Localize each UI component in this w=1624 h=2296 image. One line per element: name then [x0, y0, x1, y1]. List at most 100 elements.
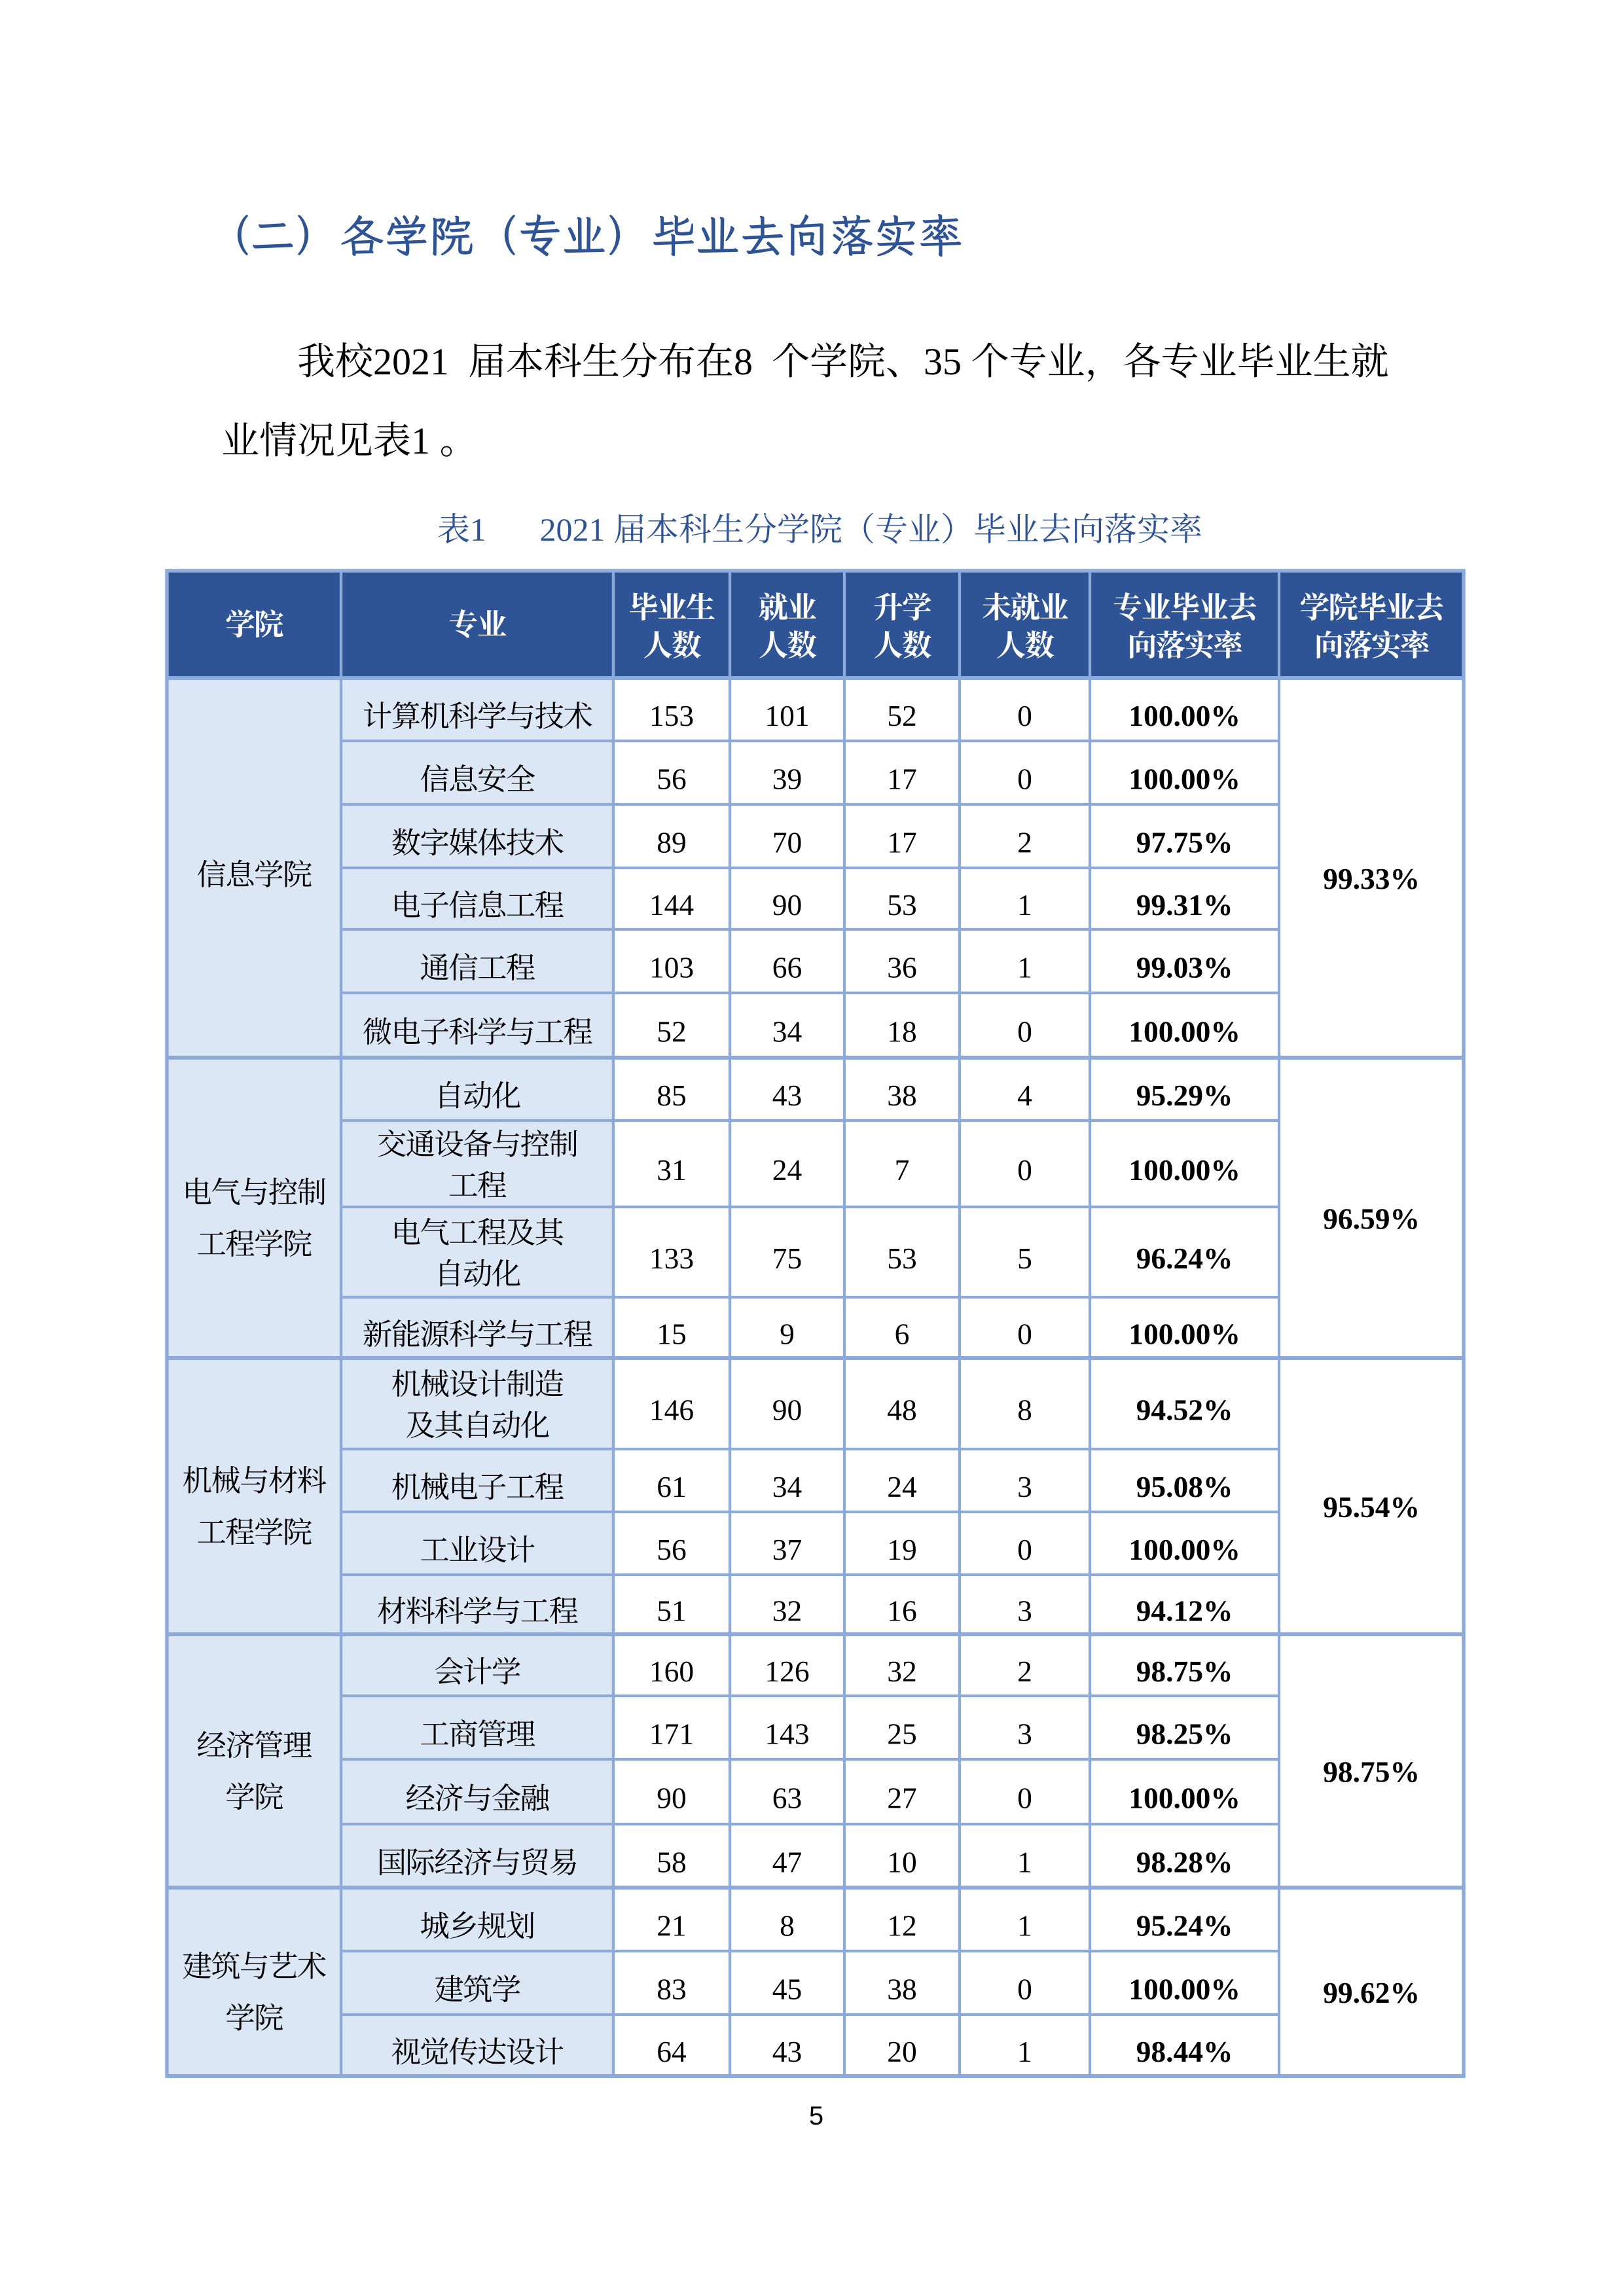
svg-text:8: 8 — [734, 340, 753, 383]
svg-text:36: 36 — [887, 951, 917, 984]
svg-text:1: 1 — [470, 511, 486, 548]
svg-text:1: 1 — [1017, 888, 1032, 922]
svg-text:70: 70 — [772, 826, 803, 859]
svg-text:8: 8 — [1017, 1393, 1032, 1427]
svg-text:53: 53 — [887, 888, 917, 922]
svg-text:61: 61 — [657, 1470, 687, 1503]
svg-text:52: 52 — [887, 699, 917, 732]
svg-text:9: 9 — [780, 1318, 795, 1351]
svg-text:5: 5 — [809, 2102, 823, 2130]
svg-text:32: 32 — [772, 1594, 803, 1628]
svg-text:35: 35 — [924, 340, 962, 383]
svg-text:98.75%: 98.75% — [1136, 1655, 1233, 1688]
svg-text:100.00%: 100.00% — [1128, 1015, 1240, 1049]
svg-text:17: 17 — [887, 762, 917, 796]
svg-text:3: 3 — [1017, 1470, 1032, 1503]
svg-text:94.52%: 94.52% — [1136, 1393, 1233, 1427]
svg-text:56: 56 — [657, 762, 687, 796]
svg-text:100.00%: 100.00% — [1128, 1973, 1240, 2006]
svg-text:2: 2 — [1017, 826, 1032, 859]
svg-text:99.62%: 99.62% — [1323, 1976, 1420, 2009]
svg-text:1: 1 — [1017, 1909, 1032, 1943]
svg-text:38: 38 — [887, 1973, 917, 2006]
svg-text:153: 153 — [649, 699, 694, 732]
svg-text:0: 0 — [1017, 1015, 1032, 1049]
svg-text:99.31%: 99.31% — [1136, 888, 1233, 922]
svg-text:100.00%: 100.00% — [1128, 1318, 1240, 1351]
svg-text:100.00%: 100.00% — [1128, 699, 1240, 732]
svg-text:10: 10 — [887, 1846, 917, 1879]
svg-text:133: 133 — [649, 1242, 694, 1275]
svg-text:96.59%: 96.59% — [1323, 1202, 1420, 1236]
svg-text:98.28%: 98.28% — [1136, 1846, 1233, 1879]
svg-text:90: 90 — [772, 888, 803, 922]
svg-text:56: 56 — [657, 1533, 687, 1566]
svg-text:1: 1 — [1017, 951, 1032, 984]
svg-text:20: 20 — [887, 2035, 917, 2068]
svg-text:19: 19 — [887, 1533, 917, 1566]
svg-text:1: 1 — [411, 420, 430, 462]
svg-text:34: 34 — [772, 1470, 803, 1503]
svg-text:47: 47 — [772, 1846, 803, 1879]
svg-text:100.00%: 100.00% — [1128, 762, 1240, 796]
svg-text:126: 126 — [765, 1655, 809, 1688]
svg-text:95.54%: 95.54% — [1323, 1490, 1420, 1524]
svg-text:75: 75 — [772, 1242, 803, 1275]
svg-text:58: 58 — [657, 1846, 687, 1879]
svg-text:143: 143 — [765, 1717, 809, 1751]
svg-text:34: 34 — [772, 1015, 803, 1049]
svg-text:16: 16 — [887, 1594, 917, 1628]
svg-text:43: 43 — [772, 1079, 803, 1112]
svg-text:97.75%: 97.75% — [1136, 826, 1233, 859]
svg-text:24: 24 — [772, 1153, 803, 1187]
svg-text:24: 24 — [887, 1470, 917, 1503]
svg-text:17: 17 — [887, 826, 917, 859]
svg-text:103: 103 — [649, 951, 694, 984]
svg-text:146: 146 — [649, 1393, 694, 1427]
svg-text:15: 15 — [657, 1318, 687, 1351]
svg-text:0: 0 — [1017, 1533, 1032, 1566]
svg-text:7: 7 — [895, 1153, 910, 1187]
svg-text:144: 144 — [649, 888, 695, 922]
svg-text:31: 31 — [657, 1153, 687, 1187]
svg-text:52: 52 — [657, 1015, 687, 1049]
svg-text:64: 64 — [657, 2035, 687, 2068]
svg-text:96.24%: 96.24% — [1136, 1242, 1233, 1275]
svg-text:90: 90 — [772, 1393, 803, 1427]
svg-text:95.08%: 95.08% — [1136, 1470, 1233, 1503]
svg-text:2021: 2021 — [540, 511, 605, 548]
svg-text:0: 0 — [1017, 1782, 1032, 1815]
svg-text:98.25%: 98.25% — [1136, 1717, 1233, 1751]
svg-text:6: 6 — [895, 1318, 910, 1351]
svg-text:1: 1 — [1017, 1846, 1032, 1879]
svg-text:100.00%: 100.00% — [1128, 1782, 1240, 1815]
svg-text:100.00%: 100.00% — [1128, 1153, 1240, 1187]
svg-text:1: 1 — [1017, 2035, 1032, 2068]
svg-text:32: 32 — [887, 1655, 917, 1688]
svg-text:21: 21 — [657, 1909, 687, 1943]
svg-text:37: 37 — [772, 1533, 803, 1566]
svg-text:51: 51 — [657, 1594, 687, 1628]
svg-text:89: 89 — [657, 826, 687, 859]
svg-text:0: 0 — [1017, 1973, 1032, 2006]
svg-text:83: 83 — [657, 1973, 687, 2006]
svg-text:4: 4 — [1017, 1079, 1032, 1112]
svg-text:99.03%: 99.03% — [1136, 951, 1233, 984]
svg-text:63: 63 — [772, 1782, 803, 1815]
svg-text:100.00%: 100.00% — [1128, 1533, 1240, 1566]
svg-text:43: 43 — [772, 2035, 803, 2068]
svg-text:3: 3 — [1017, 1717, 1032, 1751]
svg-text:90: 90 — [657, 1782, 687, 1815]
svg-text:53: 53 — [887, 1242, 917, 1275]
svg-text:0: 0 — [1017, 762, 1032, 796]
svg-text:66: 66 — [772, 951, 803, 984]
svg-text:5: 5 — [1017, 1242, 1032, 1275]
svg-text:0: 0 — [1017, 1318, 1032, 1351]
svg-text:171: 171 — [649, 1717, 694, 1751]
svg-text:101: 101 — [765, 699, 809, 732]
svg-text:2021: 2021 — [373, 340, 449, 383]
svg-text:38: 38 — [887, 1079, 917, 1112]
svg-text:2: 2 — [1017, 1655, 1032, 1688]
svg-text:0: 0 — [1017, 699, 1032, 732]
svg-text:95.29%: 95.29% — [1136, 1079, 1233, 1112]
